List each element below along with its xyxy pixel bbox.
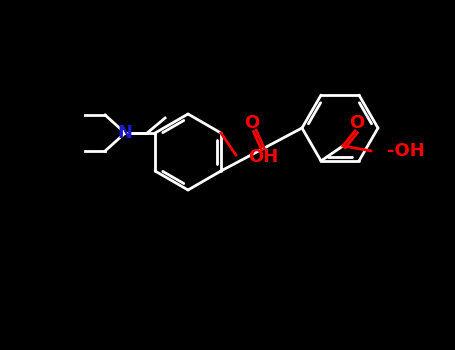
Text: -OH: -OH (387, 142, 425, 160)
Text: OH: OH (248, 148, 278, 166)
Text: N: N (117, 124, 132, 142)
Text: O: O (244, 114, 259, 133)
Text: O: O (349, 114, 364, 132)
